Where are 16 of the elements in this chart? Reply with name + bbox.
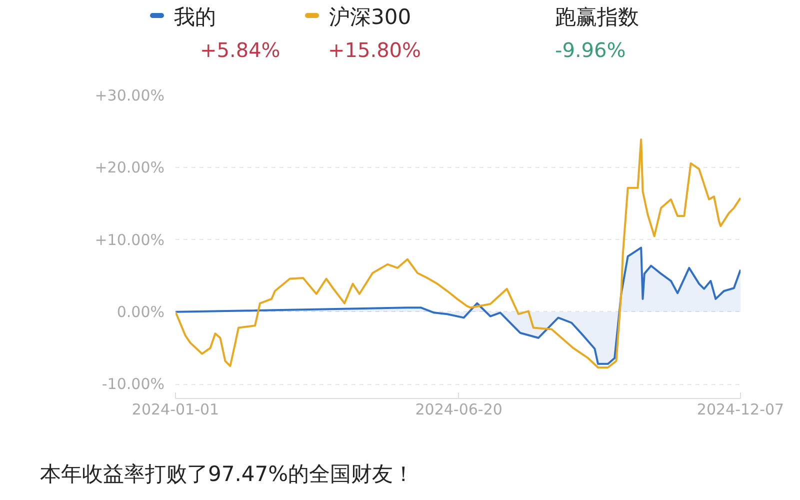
text: +5.84% <box>200 37 280 64</box>
x-tick-label: 2024-01-01 <box>132 400 220 418</box>
y-tick-label: +20.00% <box>94 158 164 177</box>
legend-label: 沪深300 <box>329 4 412 31</box>
y-tick-label: +10.00% <box>94 230 164 249</box>
y-tick-label: -10.00% <box>102 375 164 394</box>
line-series <box>176 138 740 368</box>
x-tick-label: 2024-12-07 <box>696 400 784 418</box>
text: 本年收益率打败了97.47%的全国财友！ <box>40 461 414 488</box>
legend-label: 我的 <box>174 4 216 31</box>
x-tick-label: 2024-06-20 <box>415 400 502 418</box>
y-tick-label: 0.00% <box>116 302 165 321</box>
y-tick-label: +30.00% <box>94 86 164 104</box>
text: 跑赢指数 <box>555 4 639 31</box>
text: +15.80% <box>328 37 422 64</box>
text: -9.96% <box>555 37 626 64</box>
